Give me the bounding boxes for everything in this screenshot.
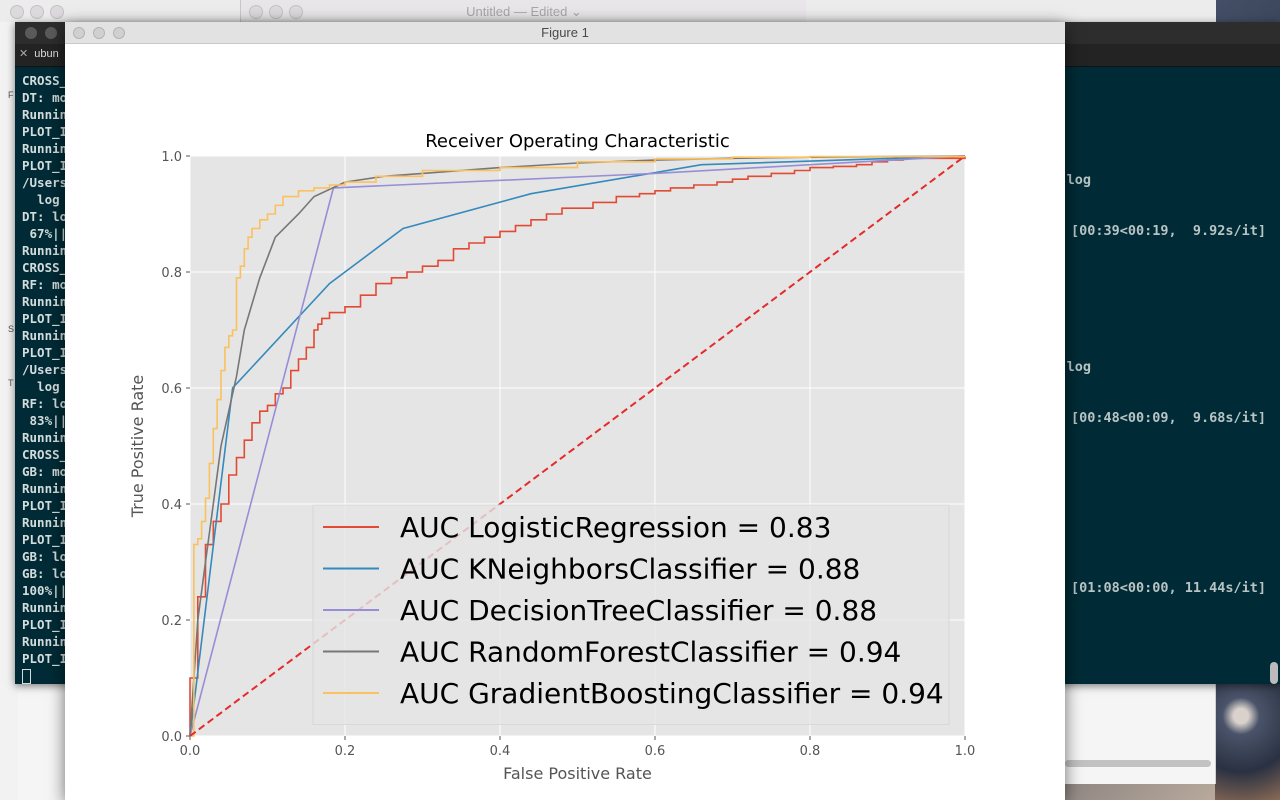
terminal-line: log [22,192,60,207]
figure-window[interactable]: Figure 1 0.0 0.2 0.4 0.6 0.8 1.0 0.0 0.2 0.4 0.6 0… [65,22,1065,800]
legend-label: AUC DecisionTreeClassifier = 0.88 [400,594,877,627]
terminal-line: Runnin [22,600,68,615]
minimize-icon[interactable] [45,27,57,39]
x-tick-label: 0.0 [180,744,201,759]
legend-label: AUC GradientBoostingClassifier = 0.94 [400,677,944,710]
terminal-line: Runnin [22,294,68,309]
terminal-line: GB: lo [22,549,68,564]
figure-titlebar[interactable]: Figure 1 [65,22,1065,44]
textedit-titlebar[interactable]: Untitled — Edited ⌄ [240,0,808,25]
terminal-tab[interactable]: ✕ ubun [19,47,59,63]
zoom-icon[interactable] [50,5,64,19]
terminal-line: PLOT_I [22,345,68,360]
terminal-line: PLOT_I [22,498,68,513]
side-letter: T [8,378,14,388]
terminal-line: GB: mo [22,464,68,479]
terminal-line: log [22,379,60,394]
terminal-line: Runnin [22,430,68,445]
terminal-line: PLOT_I [22,311,68,326]
textedit-title: Untitled — Edited ⌄ [466,4,582,19]
series-line-1 [189,155,966,737]
x-tick-label: 1.0 [955,744,976,759]
close-icon[interactable] [249,5,263,19]
terminal-line: CROSS_ [22,447,68,462]
terminal-line: Runnin [22,481,68,496]
terminal-cursor [22,667,67,684]
terminal-line: Runnin [22,328,68,343]
terminal-line: RF: mo [22,277,68,292]
zoom-icon[interactable] [289,5,303,19]
side-letter: F [8,90,14,100]
minimize-icon[interactable] [93,27,105,39]
y-tick-label: 0.8 [161,266,182,281]
y-tick-label: 1.0 [161,150,182,165]
roc-chart: 0.0 0.2 0.4 0.6 0.8 1.0 0.0 0.2 0.4 0.6 0.8 1.0 Rece… [128,131,976,783]
minimize-icon[interactable] [30,5,44,19]
tab-close-icon[interactable]: ✕ [19,48,29,60]
terminal-line: DT: mo [22,90,68,105]
terminal-line: RF: lo [22,396,68,411]
x-tick-label: 0.4 [490,744,511,759]
x-tick-label: 0.8 [800,744,821,759]
terminal-line: PLOT_I [22,158,68,173]
wallpaper-detail [1215,680,1280,800]
terminal-output-right: [00:48<00:09, 9.68s/it] [1071,410,1267,426]
textedit-body-left: F S T [0,22,18,800]
terminal-scrollbar[interactable] [1270,662,1278,684]
terminal-line: DT: lo [22,209,68,224]
figure-title: Figure 1 [541,25,589,40]
close-icon[interactable] [73,27,85,39]
terminal-line: CROSS_ [22,73,68,88]
chart-title: Receiver Operating Characteristic [425,131,730,152]
terminal-line: GB: lo [22,566,68,581]
background-window-titlebar [0,0,240,23]
series-line-4 [190,155,966,737]
legend-label: AUC LogisticRegression = 0.83 [400,511,831,544]
scrollbar-thumb[interactable] [1065,760,1211,767]
y-tick-label: 0.2 [161,614,182,629]
chance-diagonal-line [189,155,966,737]
textedit-body-bottom [18,684,65,800]
terminal-line: Runnin [22,141,68,156]
x-axis-label: False Positive Rate [503,764,652,783]
terminal-line: CROSS_ [22,260,68,275]
terminal-line: PLOT_I [22,651,68,666]
tab-label: ubun [34,48,59,60]
close-icon[interactable] [10,5,24,19]
terminal-line: Runnin [22,243,68,258]
close-icon[interactable] [25,27,37,39]
terminal-line: Runnin [22,515,68,530]
legend-label: AUC RandomForestClassifier = 0.94 [400,636,901,669]
side-letter: S [8,324,15,334]
legend-box [312,504,950,725]
terminal-line: Runnin [22,634,68,649]
terminal-line: 100%|| [22,583,68,598]
y-tick-label: 0.4 [161,498,182,513]
x-tick-label: 0.6 [645,744,666,759]
series-line-0 [189,156,966,736]
terminal-output-right: [00:39<00:19, 9.92s/it] [1071,223,1267,239]
y-axis-label: True Positive Rate [128,375,147,519]
textedit-titlebar-extension [806,0,1216,23]
terminal-line: 67%|| [22,226,68,241]
terminal-line: Runnin [22,107,68,122]
terminal-output: CROSS_ DT: mo Runnin PLOT_I Runnin PLOT_I/Use… [22,72,67,684]
y-tick-label: 0.6 [161,382,182,397]
terminal-line: PLOT_I [22,532,68,547]
textedit-horizontal-scrollbar[interactable] [1065,758,1213,768]
legend-label: AUC KNeighborsClassifier = 0.88 [400,553,860,586]
terminal-line: PLOT_I [22,617,68,632]
series-line-2 [189,155,966,737]
terminal-line: /Users [22,175,68,190]
terminal-line: 83%|| [22,413,68,428]
terminal-line: /Users [22,362,68,377]
minimize-icon[interactable] [269,5,283,19]
zoom-icon[interactable] [113,27,125,39]
y-tick-label: 0.0 [161,730,182,745]
terminal-line: PLOT_I [22,124,68,139]
textedit-body-right [1065,684,1216,784]
x-tick-label: 0.2 [335,744,356,759]
terminal-output-right: [01:08<00:00, 11.44s/it] [1071,580,1267,596]
